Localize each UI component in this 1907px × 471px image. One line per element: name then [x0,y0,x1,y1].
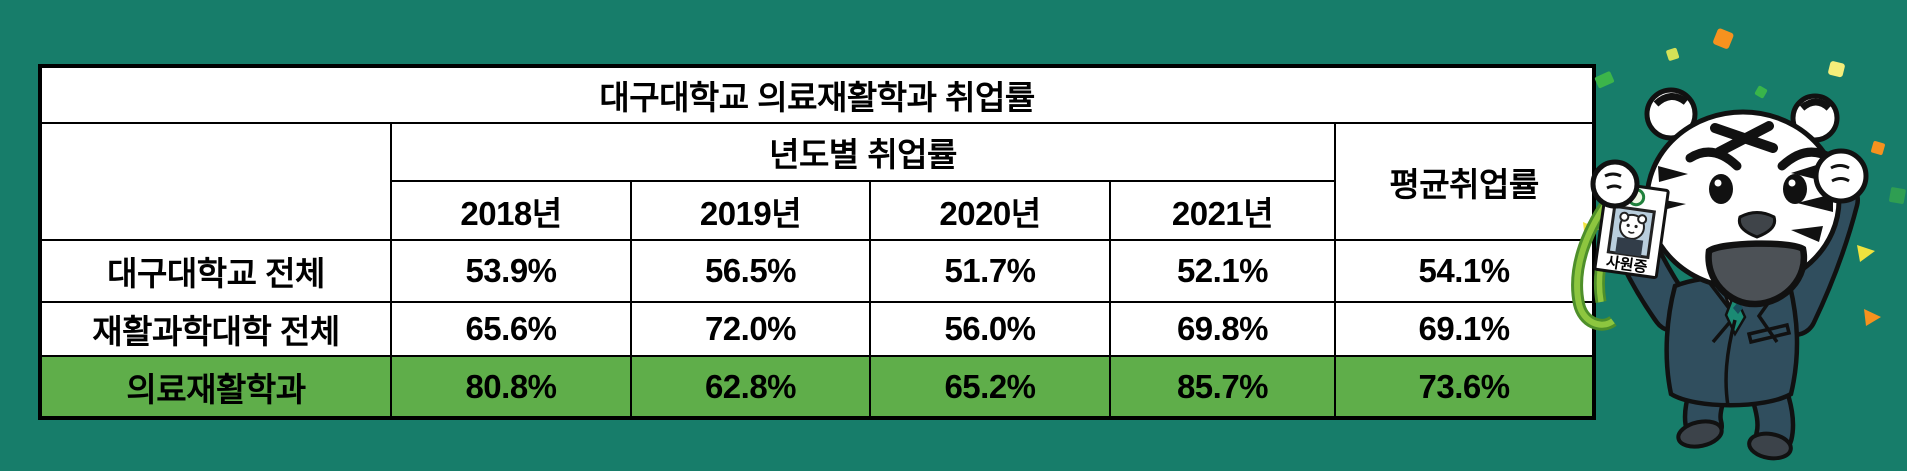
avg-header-cell: 평균취업률 [1333,122,1596,241]
value-cell: 54.1% [1333,239,1596,303]
year-header: 2020년 [869,180,1111,241]
table-row: 대구대학교 의료재활학과 취업률 [38,65,1596,124]
year-header: 2019년 [630,180,871,241]
year-header: 2018년 [390,180,632,241]
table-row: 재활과학대학 전체 65.6% 72.0% 56.0% 69.8% 69.1% [39,301,1596,357]
value-cell: 85.7% [1109,355,1336,419]
table-row: 대구대학교 전체 53.9% 56.5% 51.7% 52.1% 54.1% [39,239,1596,303]
value-cell: 51.7% [869,239,1111,303]
employment-rate-table: 대구대학교 의료재활학과 취업률 년도별 취업률 평균취업률 2018년 201… [38,64,1597,420]
value-cell: 69.8% [1109,301,1336,357]
value-cell: 56.0% [869,301,1111,357]
value-cell: 69.1% [1333,301,1596,357]
value-cell: 62.8% [630,355,871,419]
tiger-fists [1590,148,1869,209]
row-label: 의료재활학과 [39,355,392,419]
value-cell: 72.0% [630,301,871,357]
value-cell: 65.2% [869,355,1111,419]
corner-empty-cell [39,122,392,241]
tiger-mascot-icon: 사원증 [1571,28,1906,461]
tiger-head [1644,87,1842,308]
table-title: 대구대학교 의료재활학과 취업률 [38,65,1596,124]
value-cell: 56.5% [630,239,871,303]
row-label: 재활과학대학 전체 [39,301,392,357]
value-cell: 53.9% [390,239,632,303]
value-cell: 52.1% [1109,239,1336,303]
group-header-cell: 년도별 취업률 [390,122,1336,182]
row-label: 대구대학교 전체 [39,239,392,303]
year-header: 2021년 [1109,180,1336,241]
badge-label: 사원증 [1605,254,1649,277]
table-row: 2018년 2019년 2020년 2021년 [40,180,1594,241]
value-cell: 65.6% [390,301,632,357]
table-row-highlighted: 의료재활학과 80.8% 62.8% 65.2% 85.7% 73.6% [39,355,1596,419]
value-cell: 73.6% [1333,355,1596,419]
value-cell: 80.8% [390,355,632,419]
table-row: 년도별 취업률 평균취업률 [39,122,1596,241]
